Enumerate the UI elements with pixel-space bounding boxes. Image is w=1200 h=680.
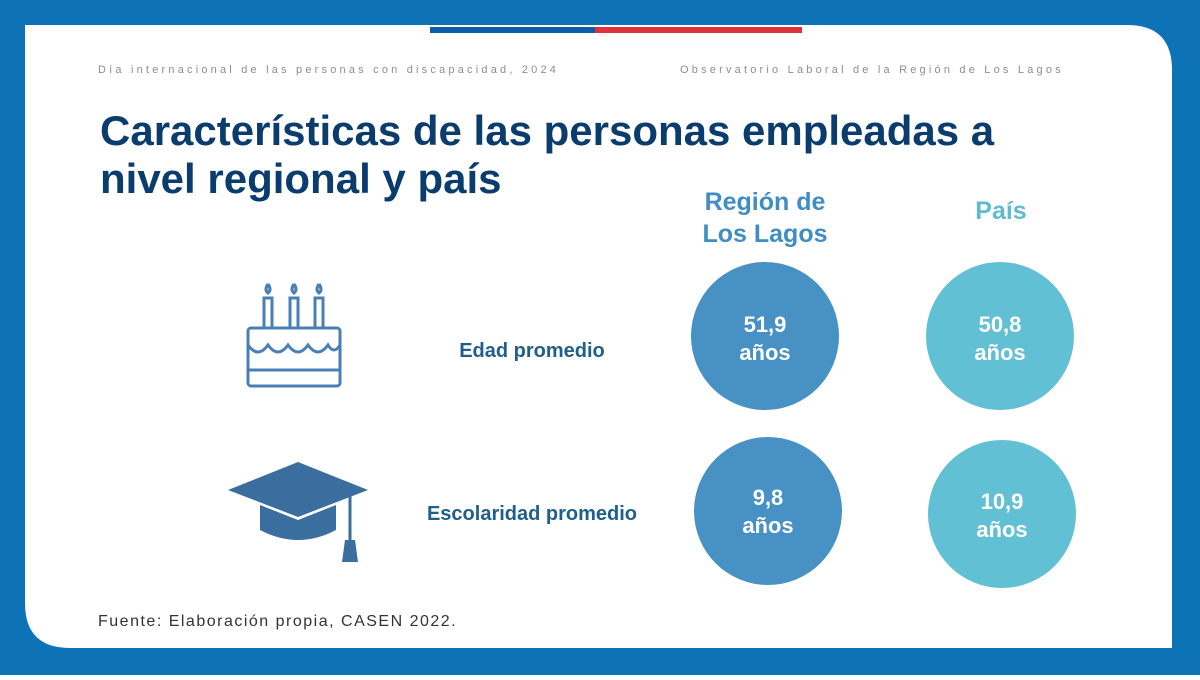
value-circle [691, 262, 839, 410]
cake-icon [246, 283, 342, 388]
value-circle [694, 437, 842, 585]
stripe-blue [430, 27, 595, 33]
value: 10,9 [981, 489, 1024, 514]
unit: años [976, 517, 1027, 542]
title: Características de las personas empleada… [100, 107, 995, 154]
value: 50,8 [979, 312, 1022, 337]
cap-icon [228, 462, 368, 562]
value-circle [926, 262, 1074, 410]
value: 9,8 [753, 485, 784, 510]
row-label: Escolaridad promedio [427, 503, 637, 525]
header-right: Observatorio Laboral de la Región de Los… [680, 64, 1064, 76]
source: Fuente: Elaboración propia, CASEN 2022. [98, 613, 457, 630]
header-left: Día internacional de las personas con di… [98, 64, 559, 76]
unit: años [974, 340, 1025, 365]
value-circle [928, 440, 1076, 588]
value: 51,9 [744, 312, 787, 337]
unit: años [742, 513, 793, 538]
column-header: Región de [705, 188, 826, 216]
unit: años [739, 340, 790, 365]
column-header: Los Lagos [702, 220, 827, 248]
row-label: Edad promedio [459, 340, 605, 362]
column-header: País [975, 197, 1026, 225]
stripe-red [595, 27, 802, 33]
title: nivel regional y país [100, 155, 501, 202]
